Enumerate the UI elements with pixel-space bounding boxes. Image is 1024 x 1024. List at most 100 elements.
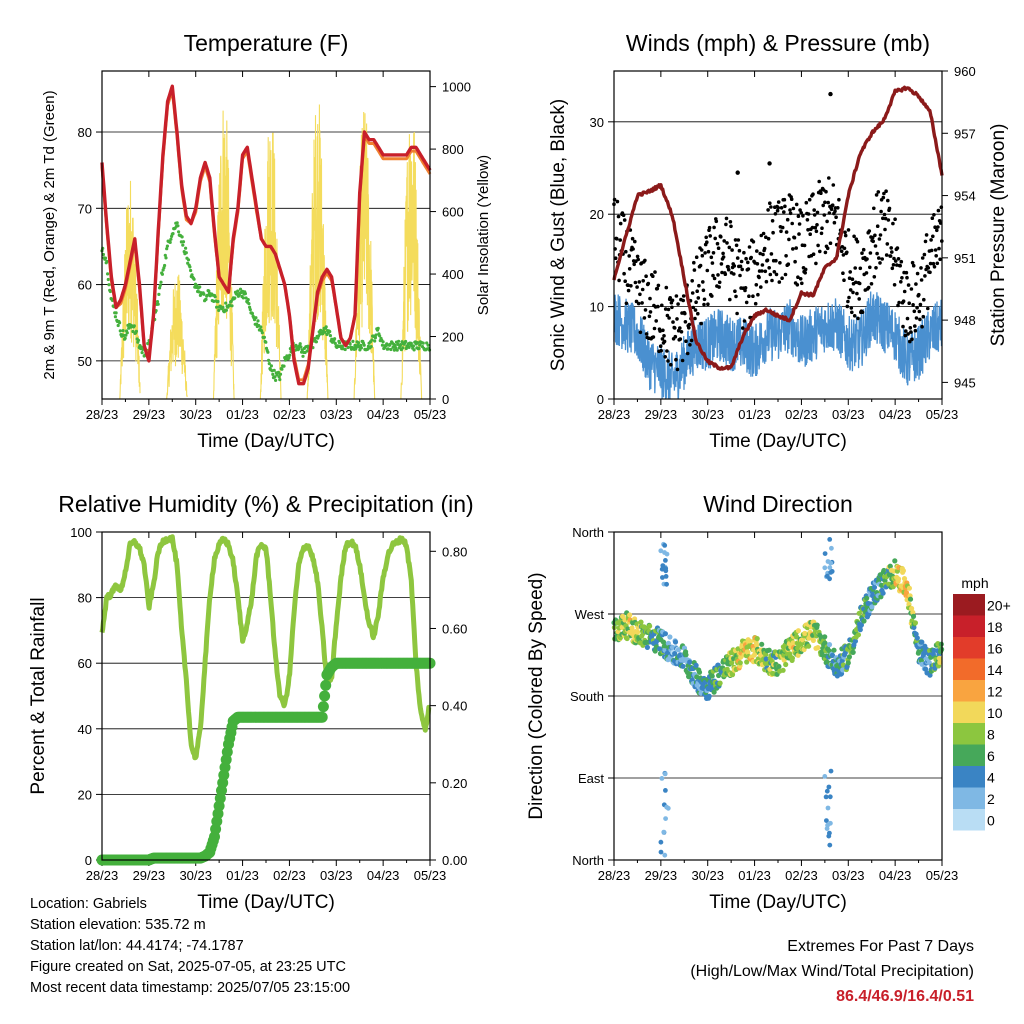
gust-point xyxy=(707,225,712,230)
gust-point xyxy=(764,235,768,239)
direction-point xyxy=(658,849,664,855)
gust-point xyxy=(928,261,933,266)
gust-point xyxy=(706,302,710,307)
dewpoint-point xyxy=(248,305,252,309)
legend-swatch xyxy=(953,787,985,809)
dewpoint-point xyxy=(159,280,163,284)
dewpoint-point xyxy=(343,347,347,352)
dewpoint-point xyxy=(157,292,161,296)
gust-point xyxy=(801,214,805,218)
gust-point xyxy=(791,206,796,211)
dewpoint-point xyxy=(121,329,125,333)
direction-point xyxy=(729,660,735,666)
gust-point xyxy=(783,272,788,277)
dewpoint-point xyxy=(264,340,268,344)
direction-point xyxy=(658,839,664,845)
panel-temperature: Temperature (F) 28/23 29/23 30/23 01/23 02/23… xyxy=(41,30,492,452)
gust-point xyxy=(701,280,705,284)
y2-tick-label: 0.00 xyxy=(442,853,467,868)
gust-point xyxy=(880,257,884,261)
gust-point xyxy=(767,266,771,270)
dewpoint-point xyxy=(380,343,384,347)
gust-point xyxy=(618,221,623,226)
direction-point xyxy=(663,558,668,563)
y-tick-label: North xyxy=(572,853,604,868)
gust-point xyxy=(773,212,778,216)
legend-label: 8 xyxy=(987,727,995,743)
gust-point xyxy=(938,257,942,262)
dewpoint-point xyxy=(299,345,303,349)
extremes-title: Extremes For Past 7 Days xyxy=(787,938,974,955)
gust-point xyxy=(712,276,717,281)
direction-point xyxy=(659,776,665,781)
gust-point xyxy=(900,276,904,280)
gust-point xyxy=(860,251,864,255)
gust-point xyxy=(845,250,849,255)
gust-point xyxy=(860,310,865,315)
dewpoint-point xyxy=(158,283,162,287)
gust-point xyxy=(884,189,888,193)
gust-point xyxy=(626,288,631,293)
dewpoint-point xyxy=(333,341,337,345)
gust-point xyxy=(729,224,733,229)
dewpoint-point xyxy=(125,331,129,335)
y-tick-label: 70 xyxy=(78,201,92,216)
gust-point xyxy=(882,191,886,196)
y2-tick-label: 0.20 xyxy=(442,776,467,791)
gust-point xyxy=(852,234,856,239)
direction-point xyxy=(795,652,801,658)
gust-point xyxy=(843,233,848,238)
dewpoint-point xyxy=(123,336,127,340)
gust-point xyxy=(876,190,881,194)
dewpoint-point xyxy=(324,325,328,329)
gust-point xyxy=(637,280,642,284)
x-tick-label: 02/23 xyxy=(273,407,306,422)
gust-point xyxy=(854,280,858,285)
gust-point xyxy=(895,263,899,267)
legend-label: 14 xyxy=(987,662,1003,678)
direction-point xyxy=(827,794,833,800)
x-tick-label: 30/23 xyxy=(179,868,212,883)
dewpoint-point xyxy=(124,333,128,337)
direction-point xyxy=(744,659,750,665)
dewpoint-point xyxy=(285,354,289,358)
direction-point xyxy=(824,818,829,823)
dewpoint-point xyxy=(373,336,377,340)
gust-point xyxy=(743,286,748,290)
dewpoint-point xyxy=(241,296,245,300)
direction-point xyxy=(759,641,765,647)
direction-point xyxy=(829,545,834,551)
legend-swatch xyxy=(953,658,985,680)
gust-point xyxy=(626,283,630,288)
gust-point xyxy=(774,272,779,277)
temp2m-line xyxy=(100,84,432,386)
gust-point xyxy=(627,254,631,258)
gust-point xyxy=(666,359,670,363)
gust-point xyxy=(780,225,785,230)
gust-point xyxy=(923,274,927,278)
y-tick-label: 20 xyxy=(78,787,92,802)
gust-point xyxy=(917,309,922,314)
gust-point xyxy=(692,268,697,272)
x-tick-label: 30/23 xyxy=(179,407,212,422)
sonic-wind-trace xyxy=(613,291,943,400)
gust-point xyxy=(755,249,759,253)
gust-point xyxy=(812,208,816,212)
dewpoint-point xyxy=(260,331,264,335)
gust-point xyxy=(727,245,732,250)
gust-point xyxy=(784,230,789,234)
gust-point xyxy=(630,236,635,241)
direction-point xyxy=(815,645,821,651)
x-tick-label: 28/23 xyxy=(86,868,119,883)
direction-point xyxy=(909,605,915,612)
y2-tick-label: 0.80 xyxy=(442,544,467,559)
gust-point xyxy=(674,357,678,362)
dewpoint-point xyxy=(103,256,108,260)
gust-point xyxy=(810,225,815,230)
dewpoint-point xyxy=(221,305,225,309)
gust-point xyxy=(684,339,688,344)
gust-point xyxy=(704,235,708,240)
precip-point xyxy=(317,701,329,713)
y2-tick-label: 954 xyxy=(954,189,976,204)
pressure-line xyxy=(612,85,944,371)
